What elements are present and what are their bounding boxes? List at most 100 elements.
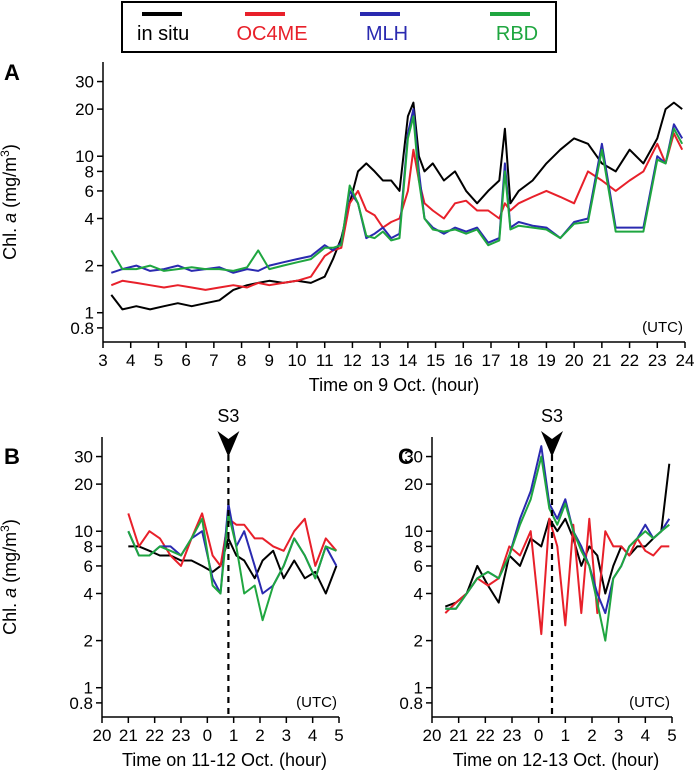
x-tick-label-c: 0	[534, 726, 543, 745]
s3-marker-label-c: S3	[541, 406, 563, 426]
x-tick-label-b: 3	[282, 726, 291, 745]
series-rbd-line-a	[110, 115, 684, 272]
x-tick-label-b: 0	[203, 726, 212, 745]
s3-marker-label-b: S3	[217, 406, 239, 426]
y-axis-label-part: (mg/m	[0, 157, 20, 213]
legend-label-rbd: RBD	[496, 23, 538, 45]
y-tick-label-a: 6	[85, 182, 94, 201]
x-axis-label-c: Time on 12-13 Oct. (hour)	[453, 750, 659, 770]
series-oc4me-line-a	[110, 132, 684, 291]
x-tick-label-a: 16	[454, 351, 473, 370]
y-tick-label-a: 2	[85, 257, 94, 276]
x-tick-label-a: 6	[181, 351, 190, 370]
legend-label-mlh: MLH	[366, 23, 408, 45]
x-tick-label-b: 1	[229, 726, 238, 745]
x-tick-label-b: 4	[308, 726, 317, 745]
y-axis-label-a: Chl. a (mg/m3)	[0, 144, 20, 260]
y-axis-label-part: Chl.	[0, 223, 20, 260]
series-rbd-line-c	[445, 455, 670, 642]
legend: in situ OC4ME MLH RBD	[121, 1, 557, 53]
s3-marker-arrow-c	[541, 431, 563, 457]
x-tick-label-a: 8	[237, 351, 246, 370]
x-tick-label-c: 4	[641, 726, 650, 745]
x-tick-label-a: 9	[265, 351, 274, 370]
y-tick-label-a: 0.8	[70, 319, 94, 338]
series-in-situ-line-c	[444, 463, 671, 608]
series-oc4me-line-c	[444, 517, 670, 636]
y-tick-label-c: 20	[404, 475, 423, 494]
x-tick-label-a: 7	[209, 351, 218, 370]
series-rbd-line-b	[127, 512, 337, 622]
y-tick-label-a: 20	[75, 100, 94, 119]
x-tick-label-a: 23	[648, 351, 667, 370]
y-tick-label-c: 0.8	[399, 694, 423, 713]
series-in-situ-line-b	[128, 537, 338, 595]
y-axis-label-part: )	[0, 519, 20, 525]
series-mlh-line-a	[110, 108, 684, 274]
x-tick-label-a: 10	[288, 351, 307, 370]
panel-letter-a: A	[4, 60, 20, 85]
utc-note-a: (UTC)	[642, 319, 683, 336]
x-tick-label-a: 19	[537, 351, 556, 370]
y-tick-label-c: 1	[414, 679, 423, 698]
y-axis-label-part: 3	[0, 525, 12, 532]
y-axis-label-part: a	[0, 213, 20, 223]
legend-label-in-situ: in situ	[137, 23, 189, 45]
series-in-situ-line-a	[110, 101, 683, 311]
y-tick-label-b: 0.8	[69, 694, 93, 713]
x-axis-label-b: Time on 11-12 Oct. (hour)	[122, 750, 327, 770]
y-tick-label-a: 30	[75, 73, 94, 92]
x-tick-label-c: 21	[449, 726, 468, 745]
x-tick-label-b: 22	[145, 726, 164, 745]
x-tick-label-a: 5	[154, 351, 163, 370]
y-axis-label-part: a	[0, 588, 20, 598]
y-tick-label-b: 2	[84, 632, 93, 651]
y-tick-label-c: 6	[414, 557, 423, 576]
x-tick-label-a: 3	[98, 351, 107, 370]
x-tick-label-a: 24	[676, 351, 695, 370]
legend-label-oc4me: OC4ME	[236, 23, 307, 45]
y-tick-label-b: 30	[74, 448, 93, 467]
y-tick-label-b: 10	[74, 522, 93, 541]
x-tick-label-a: 14	[398, 351, 417, 370]
y-tick-label-a: 4	[85, 209, 94, 228]
y-tick-label-a: 10	[75, 147, 94, 166]
y-tick-label-b: 6	[84, 557, 93, 576]
y-axis-label-part: Chl.	[0, 598, 20, 635]
x-tick-label-b: 2	[255, 726, 264, 745]
x-tick-label-b: 21	[119, 726, 138, 745]
y-tick-label-a: 8	[85, 162, 94, 181]
y-tick-label-c: 2	[414, 632, 423, 651]
y-axis-label-part: )	[0, 144, 20, 150]
y-tick-label-b: 8	[84, 537, 93, 556]
x-tick-label-c: 2	[587, 726, 596, 745]
y-tick-label-c: 30	[404, 448, 423, 467]
panel-letter-c: C	[398, 444, 414, 469]
utc-note-c: (UTC)	[629, 694, 670, 711]
x-tick-label-a: 18	[509, 351, 528, 370]
x-tick-label-b: 23	[172, 726, 191, 745]
x-tick-label-a: 21	[592, 351, 611, 370]
x-tick-label-a: 17	[482, 351, 501, 370]
x-tick-label-c: 1	[561, 726, 570, 745]
x-axis-label-a: Time on 9 Oct. (hour)	[309, 375, 479, 395]
y-axis-label-b: Chl. a (mg/m3)	[0, 519, 20, 635]
x-tick-label-a: 22	[620, 351, 639, 370]
y-axis-label-part: 3	[0, 150, 12, 157]
y-tick-label-c: 4	[414, 584, 423, 603]
x-tick-label-c: 20	[423, 726, 442, 745]
utc-note-b: (UTC)	[296, 694, 337, 711]
x-tick-label-b: 5	[334, 726, 343, 745]
x-tick-label-c: 3	[614, 726, 623, 745]
x-tick-label-a: 15	[426, 351, 445, 370]
y-tick-label-b: 20	[74, 475, 93, 494]
x-tick-label-a: 11	[316, 351, 334, 370]
x-tick-label-a: 12	[343, 351, 362, 370]
x-tick-label-b: 20	[93, 726, 112, 745]
s3-marker-arrow-b	[217, 431, 240, 457]
x-tick-label-c: 5	[667, 726, 676, 745]
